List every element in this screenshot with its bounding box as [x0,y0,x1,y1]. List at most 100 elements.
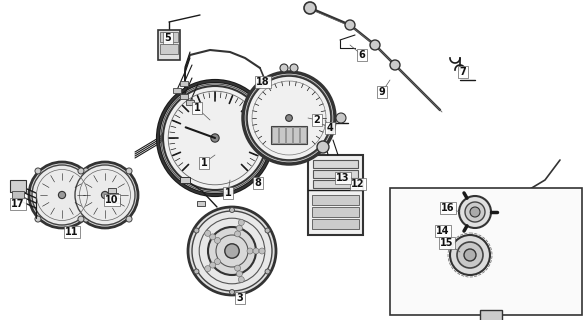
Circle shape [29,162,95,228]
Bar [293,127,299,143]
Bar [286,127,292,143]
Circle shape [370,40,380,50]
Circle shape [229,290,235,294]
Circle shape [35,168,41,174]
Bar [197,201,205,206]
Text: 3: 3 [236,293,243,303]
Circle shape [317,141,329,153]
Bar [480,310,502,320]
Circle shape [280,64,288,72]
Bar [267,120,275,136]
Text: 15: 15 [441,238,454,248]
Circle shape [101,191,109,199]
Circle shape [78,168,84,174]
Bar [390,188,582,315]
Text: 14: 14 [436,226,450,236]
Circle shape [247,76,331,160]
Bar [110,193,118,198]
Bar [160,44,178,54]
Circle shape [259,248,265,254]
Circle shape [192,211,272,291]
Bar [313,160,358,168]
Circle shape [205,230,211,236]
Circle shape [345,20,355,30]
Text: 18: 18 [256,77,270,87]
Circle shape [83,216,89,222]
Circle shape [225,244,239,258]
Circle shape [253,248,259,254]
Circle shape [285,115,292,121]
Text: 17: 17 [11,199,25,209]
Circle shape [465,202,485,222]
Circle shape [290,64,298,72]
Bar [158,30,180,60]
Circle shape [459,196,491,228]
Text: 8: 8 [254,178,261,188]
Bar [180,94,188,99]
Bar [312,219,359,229]
Circle shape [238,220,245,226]
Circle shape [211,134,219,142]
Circle shape [236,225,242,231]
Circle shape [75,165,135,225]
Bar [186,100,194,105]
Bar [160,32,178,42]
Circle shape [126,216,132,222]
Bar [272,127,278,143]
Circle shape [32,165,92,225]
Circle shape [229,207,235,212]
Text: 13: 13 [336,173,350,183]
Circle shape [194,269,199,274]
Circle shape [188,207,276,295]
Text: 10: 10 [105,195,119,205]
Circle shape [208,227,256,275]
Text: 6: 6 [359,50,366,60]
Text: 1: 1 [194,103,201,113]
Circle shape [72,162,138,228]
Bar [313,170,358,178]
Circle shape [209,262,216,268]
Circle shape [470,207,480,217]
Bar [10,180,26,192]
Circle shape [336,113,346,123]
Bar [313,180,358,188]
Circle shape [215,237,221,244]
Bar [271,126,307,144]
Circle shape [35,216,41,222]
Bar [173,88,181,93]
Circle shape [464,249,476,261]
Circle shape [238,276,245,283]
Circle shape [457,242,483,268]
Text: 12: 12 [351,179,365,189]
Circle shape [209,234,216,240]
Circle shape [205,266,211,272]
Text: 1: 1 [201,158,207,168]
Text: 2: 2 [314,115,321,125]
Circle shape [215,259,221,265]
Circle shape [83,168,89,174]
Text: 16: 16 [441,203,455,213]
Text: 7: 7 [460,67,466,77]
Bar [300,127,306,143]
Bar [312,195,359,205]
Circle shape [265,228,270,233]
Circle shape [126,168,132,174]
Bar [279,127,285,143]
Text: 9: 9 [378,87,386,97]
Bar [108,188,116,193]
Bar [180,177,190,183]
Circle shape [236,271,242,277]
Circle shape [78,216,84,222]
Bar [112,198,120,203]
Text: 1: 1 [225,188,232,198]
Bar [308,155,363,235]
Bar [180,81,188,86]
Bar [12,191,24,199]
Text: 5: 5 [164,33,171,43]
Circle shape [235,265,240,271]
Circle shape [247,248,253,254]
Circle shape [194,228,199,233]
Circle shape [265,269,270,274]
Circle shape [235,231,240,237]
Circle shape [58,191,66,199]
